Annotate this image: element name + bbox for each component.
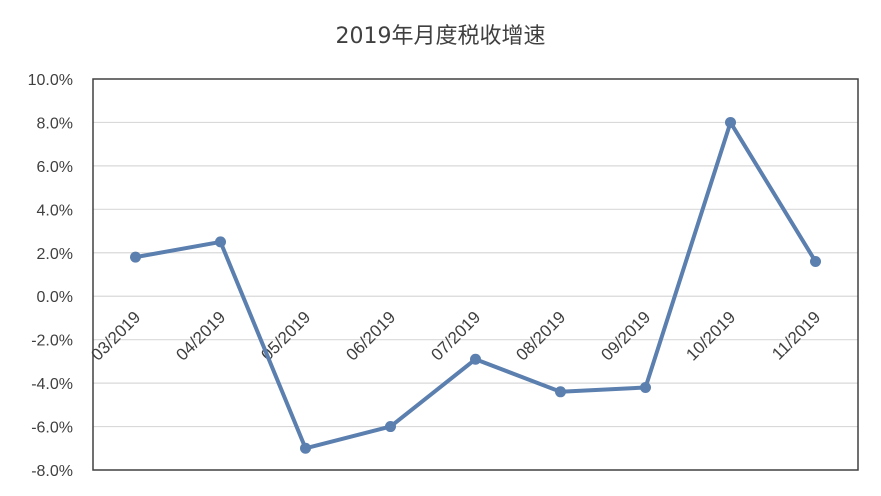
y-tick-label: 8.0% <box>37 115 73 132</box>
y-tick-label: -6.0% <box>31 420 73 437</box>
y-tick-label: 4.0% <box>37 202 73 219</box>
data-point <box>555 386 566 398</box>
data-point <box>130 251 141 263</box>
y-tick-label: 0.0% <box>37 289 73 306</box>
x-tick-label: 04/2019 <box>172 308 229 365</box>
y-tick-label: 6.0% <box>37 159 73 176</box>
plot-frame <box>92 78 859 471</box>
y-tick-label: 10.0% <box>28 72 73 89</box>
data-point <box>215 236 226 248</box>
x-tick-label: 11/2019 <box>768 308 824 364</box>
x-tick-label: 10/2019 <box>682 308 739 365</box>
data-point <box>640 381 651 393</box>
data-point <box>300 442 311 454</box>
x-tick-label: 09/2019 <box>597 308 654 365</box>
data-point <box>810 255 821 267</box>
y-tick-label: -8.0% <box>31 463 73 480</box>
data-point <box>725 116 736 128</box>
y-tick-label: 2.0% <box>37 246 73 263</box>
y-tick-label: -2.0% <box>31 333 73 350</box>
data-point <box>385 421 396 433</box>
series-line <box>133 120 818 451</box>
x-tick-label: 03/2019 <box>87 308 144 365</box>
y-tick-label: -4.0% <box>31 376 73 393</box>
x-tick-label: 08/2019 <box>512 308 569 365</box>
chart-title: 2019年月度税收增速 <box>335 24 546 49</box>
data-point <box>470 353 481 365</box>
x-tick-label: 06/2019 <box>342 308 399 365</box>
